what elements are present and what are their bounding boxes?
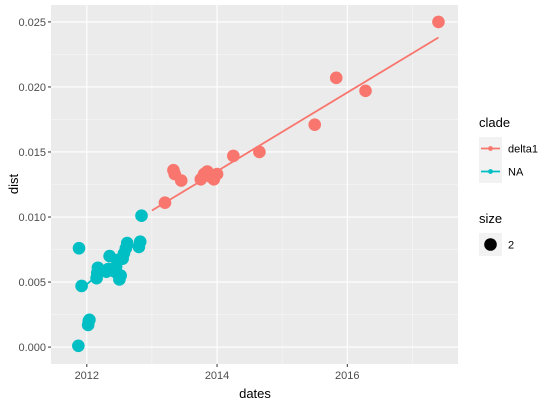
legend-key-dot [488, 169, 493, 174]
data-point-delta1 [329, 71, 343, 85]
y-tick-label: 0.010 [18, 212, 46, 224]
data-point-delta1 [158, 196, 172, 210]
data-point-delta1 [432, 15, 445, 29]
y-tick-label: 0.005 [18, 277, 46, 289]
legend-color-keys: delta1 NA [479, 137, 538, 183]
y-tick-labels: 0.000 0.005 0.010 0.015 0.020 0.025 [18, 17, 46, 354]
data-point-delta1 [253, 145, 266, 159]
legend-clade-title: clade [479, 115, 510, 130]
data-point-na [114, 269, 127, 282]
x-tick-label: 2016 [335, 370, 359, 382]
data-point-delta1 [308, 118, 322, 131]
x-tick-label: 2012 [75, 370, 99, 382]
axis-ticks [48, 21, 348, 367]
grid-minor-lines [51, 5, 458, 364]
data-point-na [72, 339, 85, 353]
y-tick-label: 0.015 [18, 147, 46, 159]
x-axis-title: dates [239, 386, 271, 401]
data-point-na [72, 241, 86, 255]
data-point-delta1 [174, 174, 188, 187]
data-point-na [120, 236, 134, 250]
data-point-delta1 [227, 149, 240, 163]
x-tick-labels: 2012 2014 2016 [75, 370, 360, 382]
legend-size-label: 2 [508, 240, 514, 252]
legend-label-na: NA [508, 167, 524, 179]
y-axis-title: dist [6, 173, 21, 194]
y-tick-label: 0.020 [18, 82, 46, 94]
data-point-na [133, 235, 147, 249]
data-point-delta1 [359, 84, 372, 98]
legend-key-dot [488, 146, 493, 151]
legend-size-title: size [479, 211, 502, 226]
data-point-delta1 [210, 167, 224, 181]
data-point-na [83, 313, 96, 327]
legend: clade delta1 NA size 2 [479, 115, 538, 256]
x-tick-label: 2014 [205, 370, 229, 382]
data-point-na [75, 279, 88, 293]
data-points [72, 15, 445, 353]
legend-size-key-dot [484, 238, 497, 251]
data-point-na [135, 209, 148, 223]
y-tick-label: 0.000 [18, 342, 46, 354]
y-tick-label: 0.025 [18, 17, 46, 29]
legend-label-delta1: delta1 [508, 144, 538, 156]
